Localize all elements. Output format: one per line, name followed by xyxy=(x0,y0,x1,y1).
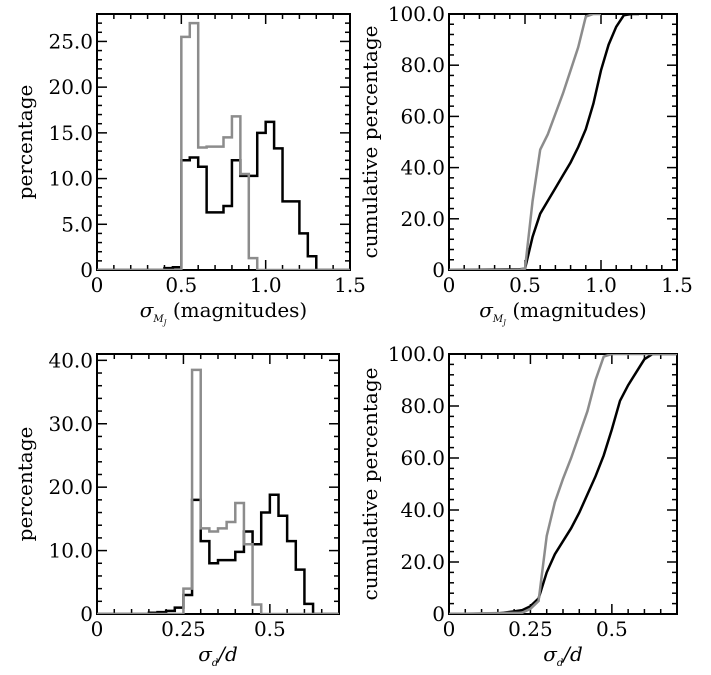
plot-frame xyxy=(96,353,340,615)
y-tick-label: 20.0 xyxy=(400,550,445,574)
y-tick-label: 0 xyxy=(80,258,93,282)
y-tick-label: 20.0 xyxy=(48,475,93,499)
chart-panel-top-right: 0 0.5 1.0 1.5 0 20.0 40.0 60.0 80.0 100.0cumulati… xyxy=(358,2,693,327)
y-tick-label: 0 xyxy=(432,258,445,282)
plot-frame xyxy=(448,13,678,271)
series-line-gray xyxy=(97,368,339,614)
x-tick-label: 1.5 xyxy=(661,273,693,297)
x-tick-label: 0.5 xyxy=(509,273,541,297)
y-tick-label: 20.0 xyxy=(400,207,445,231)
y-tick-label: 40.0 xyxy=(400,156,445,180)
x-tick-label: 0.5 xyxy=(165,273,197,297)
y-axis-label: percentage xyxy=(13,85,37,200)
y-tick-label: 60.0 xyxy=(400,104,445,128)
y-tick-label: 30.0 xyxy=(48,412,93,436)
y-tick-label: 15.0 xyxy=(48,121,93,145)
x-tick-label: 0 xyxy=(91,617,104,641)
series-line-gray xyxy=(97,21,350,270)
x-tick-label: 1.0 xyxy=(250,273,282,297)
y-tick-label: 60.0 xyxy=(400,446,445,470)
y-tick-label: 100.0 xyxy=(388,342,445,366)
series-line-black xyxy=(97,120,350,270)
y-tick-label: 10.0 xyxy=(48,539,93,563)
x-tick-label: 0.25 xyxy=(161,617,206,641)
x-axis-label: σMJ (magnitudes) xyxy=(140,298,307,327)
series-line-black xyxy=(97,493,339,614)
series-line-black xyxy=(449,14,639,270)
x-axis-label: σd/d xyxy=(198,642,238,669)
y-tick-label: 40.0 xyxy=(400,498,445,522)
y-axis-label: percentage xyxy=(13,427,37,542)
chart-panel-bottom-left: 0 0.25 0.5 0 10.0 20.0 30.0 40.0 percentage σd/d xyxy=(13,348,340,669)
y-tick-label: 10.0 xyxy=(48,167,93,191)
x-axis-label: σMJ (magnitudes) xyxy=(479,298,646,327)
x-tick-label: 1.0 xyxy=(585,273,617,297)
chart-panel-bottom-right: 0 0.25 0.5 0 20.0 40.0 60.0 80.0 100.0cumulative… xyxy=(358,342,678,669)
y-tick-label: 20.0 xyxy=(48,75,93,99)
y-tick-label: 0 xyxy=(80,602,93,626)
plot-frame xyxy=(448,353,678,615)
y-axis-label: cumulative percentage xyxy=(358,26,382,259)
x-axis-label: σd/d xyxy=(543,642,583,669)
x-tick-label: 0.5 xyxy=(254,617,286,641)
y-tick-label: 40.0 xyxy=(48,348,93,372)
y-tick-label: 80.0 xyxy=(400,394,445,418)
x-tick-label: 1.5 xyxy=(334,273,366,297)
x-tick-label: 0.25 xyxy=(508,617,553,641)
y-tick-label: 80.0 xyxy=(400,53,445,77)
y-tick-label: 0 xyxy=(432,602,445,626)
y-tick-label: 25.0 xyxy=(48,29,93,53)
x-tick-label: 0 xyxy=(91,273,104,297)
series-line-black xyxy=(449,354,677,614)
x-tick-label: 0 xyxy=(443,273,456,297)
y-tick-label: 5.0 xyxy=(61,212,93,236)
series-line-gray xyxy=(449,14,601,270)
y-axis-label: cumulative percentage xyxy=(358,368,382,601)
series-line-gray xyxy=(449,354,677,614)
chart-panel-top-left: 0 0.5 1.0 1.5 0 5.0 10.0 15.0 20.0 25.0 percentage… xyxy=(13,13,366,327)
x-tick-label: 0.5 xyxy=(596,617,628,641)
y-tick-label: 100.0 xyxy=(388,2,445,26)
x-tick-label: 0 xyxy=(443,617,456,641)
